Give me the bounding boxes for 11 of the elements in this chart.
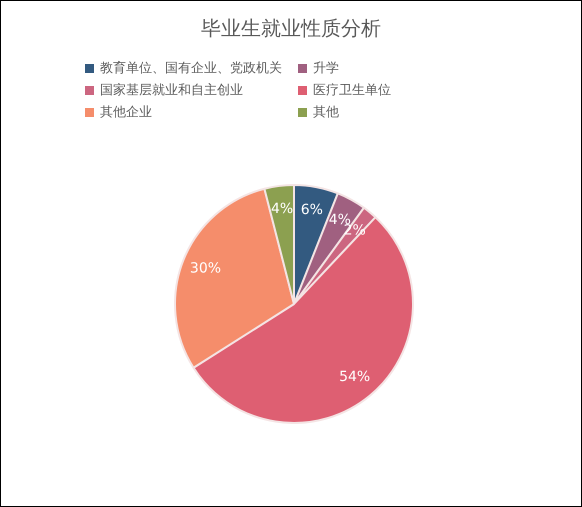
- legend-label: 教育单位、国有企业、党政机关: [100, 60, 282, 77]
- data-label: 30%: [190, 260, 222, 277]
- data-label: 6%: [300, 202, 323, 218]
- legend-label: 国家基层就业和自主创业: [100, 82, 243, 99]
- legend-label: 其他企业: [100, 104, 152, 121]
- legend-label: 升学: [313, 60, 339, 77]
- legend-label: 医疗卫生单位: [313, 82, 391, 99]
- legend-label: 其他: [313, 104, 339, 121]
- data-label: 4%: [270, 201, 294, 218]
- chart-title: 毕业生就业性质分析: [200, 15, 382, 42]
- data-label: 54%: [339, 368, 370, 385]
